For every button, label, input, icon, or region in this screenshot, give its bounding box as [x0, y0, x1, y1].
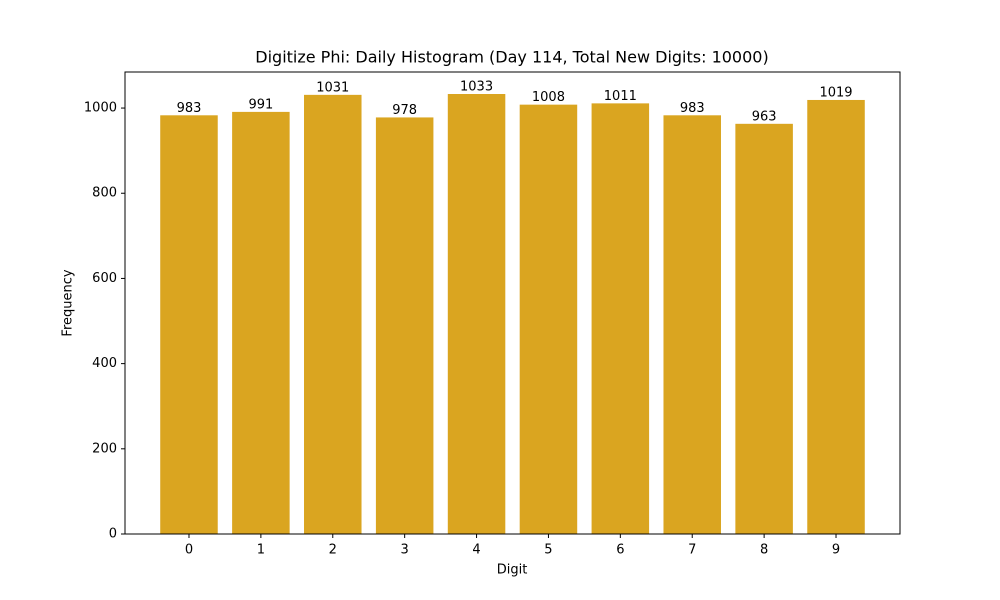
- bar: [735, 123, 793, 534]
- x-tick-label: 0: [185, 543, 193, 558]
- data-label: 1031: [316, 80, 349, 95]
- bar: [591, 103, 650, 535]
- x-tick-label: 8: [760, 543, 768, 558]
- y-tick-label: 1000: [84, 101, 117, 116]
- bar: [807, 99, 865, 535]
- bar: [375, 117, 434, 534]
- bar: [304, 94, 362, 534]
- data-label: 1019: [819, 85, 852, 100]
- y-axis-label: Frequency: [61, 269, 76, 336]
- y-tick-label: 600: [92, 271, 117, 286]
- x-tick-label: 7: [688, 543, 696, 558]
- y-tick-label: 200: [92, 441, 117, 456]
- x-tick-label: 3: [401, 543, 409, 558]
- x-tick-label: 5: [544, 543, 552, 558]
- y-tick-label: 400: [92, 356, 117, 371]
- data-label: 1033: [460, 80, 493, 95]
- bar: [160, 115, 218, 535]
- data-label: 983: [680, 101, 705, 116]
- x-axis-label: Digit: [497, 563, 528, 578]
- bar: [232, 111, 290, 534]
- x-tick-label: 1: [257, 543, 265, 558]
- data-label: 978: [392, 103, 417, 118]
- x-tick-label: 2: [329, 543, 337, 558]
- data-label: 991: [248, 97, 273, 112]
- bar: [447, 94, 506, 534]
- bar: [519, 104, 578, 535]
- plot-frame: [124, 71, 901, 535]
- x-tick-label: 4: [472, 543, 480, 558]
- data-label: 1008: [532, 90, 565, 105]
- data-label: 963: [752, 109, 777, 124]
- x-tick-label: 6: [616, 543, 624, 558]
- data-label: 1011: [604, 89, 637, 104]
- x-tick-label: 9: [832, 543, 840, 558]
- bar: [663, 115, 721, 535]
- data-label: 983: [177, 101, 202, 116]
- y-tick-label: 800: [92, 186, 117, 201]
- y-tick-label: 0: [109, 527, 117, 542]
- chart-title: Digitize Phi: Daily Histogram (Day 114, …: [255, 48, 768, 67]
